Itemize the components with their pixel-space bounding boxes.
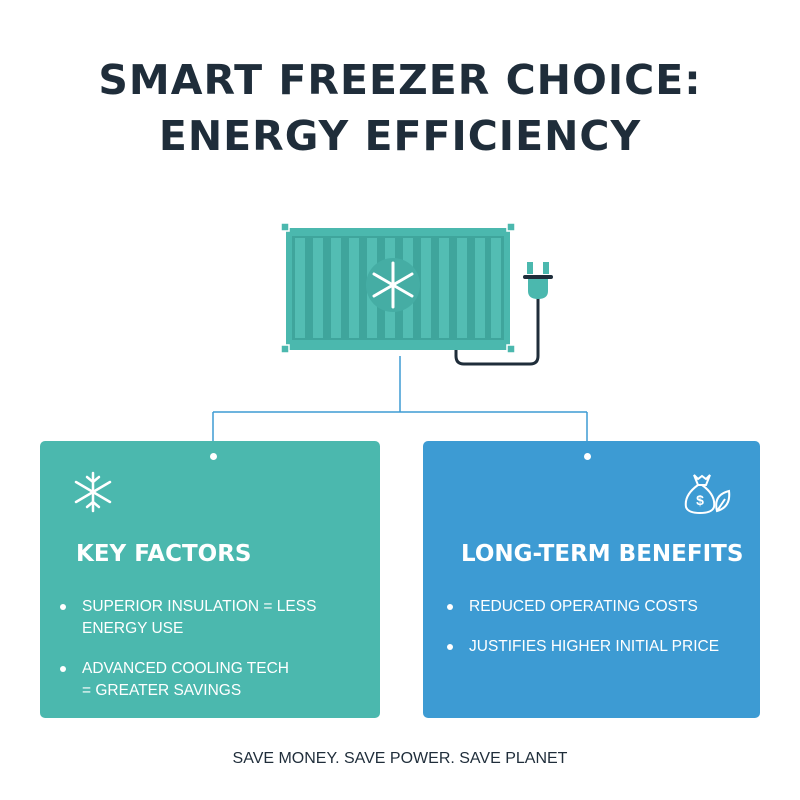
money-bag-leaf-icon: $ bbox=[684, 474, 731, 515]
title-line-2: ENERGY EFFICIENCY bbox=[158, 112, 642, 160]
svg-text:$: $ bbox=[696, 492, 704, 508]
plug-icon bbox=[454, 262, 553, 366]
title-line-1: SMART FREEZER CHOICE: bbox=[98, 56, 702, 104]
key-factors-card: KEY FACTORS Superior insulation = less e… bbox=[40, 441, 380, 718]
benefits-list: Reduced operating costs Justifies higher… bbox=[447, 596, 747, 676]
factors-list: Superior insulation = less energy use Ad… bbox=[60, 596, 370, 720]
list-item: Advanced cooling tech = greater savings bbox=[60, 658, 302, 702]
connector-dot bbox=[584, 453, 591, 460]
connector-lines bbox=[212, 356, 588, 446]
list-item: Justifies higher initial price bbox=[447, 636, 747, 658]
card-heading: LONG-TERM BENEFITS bbox=[461, 541, 744, 567]
card-heading: KEY FACTORS bbox=[76, 541, 252, 567]
benefits-card: $ LONG-TERM BENEFITS Reduced operating c… bbox=[423, 441, 760, 718]
freezer-illustration bbox=[212, 222, 588, 446]
list-item: Superior insulation = less energy use bbox=[60, 596, 370, 640]
freezer-icon bbox=[280, 222, 516, 354]
snowflake-icon bbox=[74, 471, 112, 513]
snowflake-icon bbox=[372, 261, 414, 309]
list-item: Reduced operating costs bbox=[447, 596, 747, 618]
footer-tagline: SAVE MONEY. SAVE POWER. SAVE PLANET bbox=[232, 750, 568, 767]
connector-dot bbox=[210, 453, 217, 460]
